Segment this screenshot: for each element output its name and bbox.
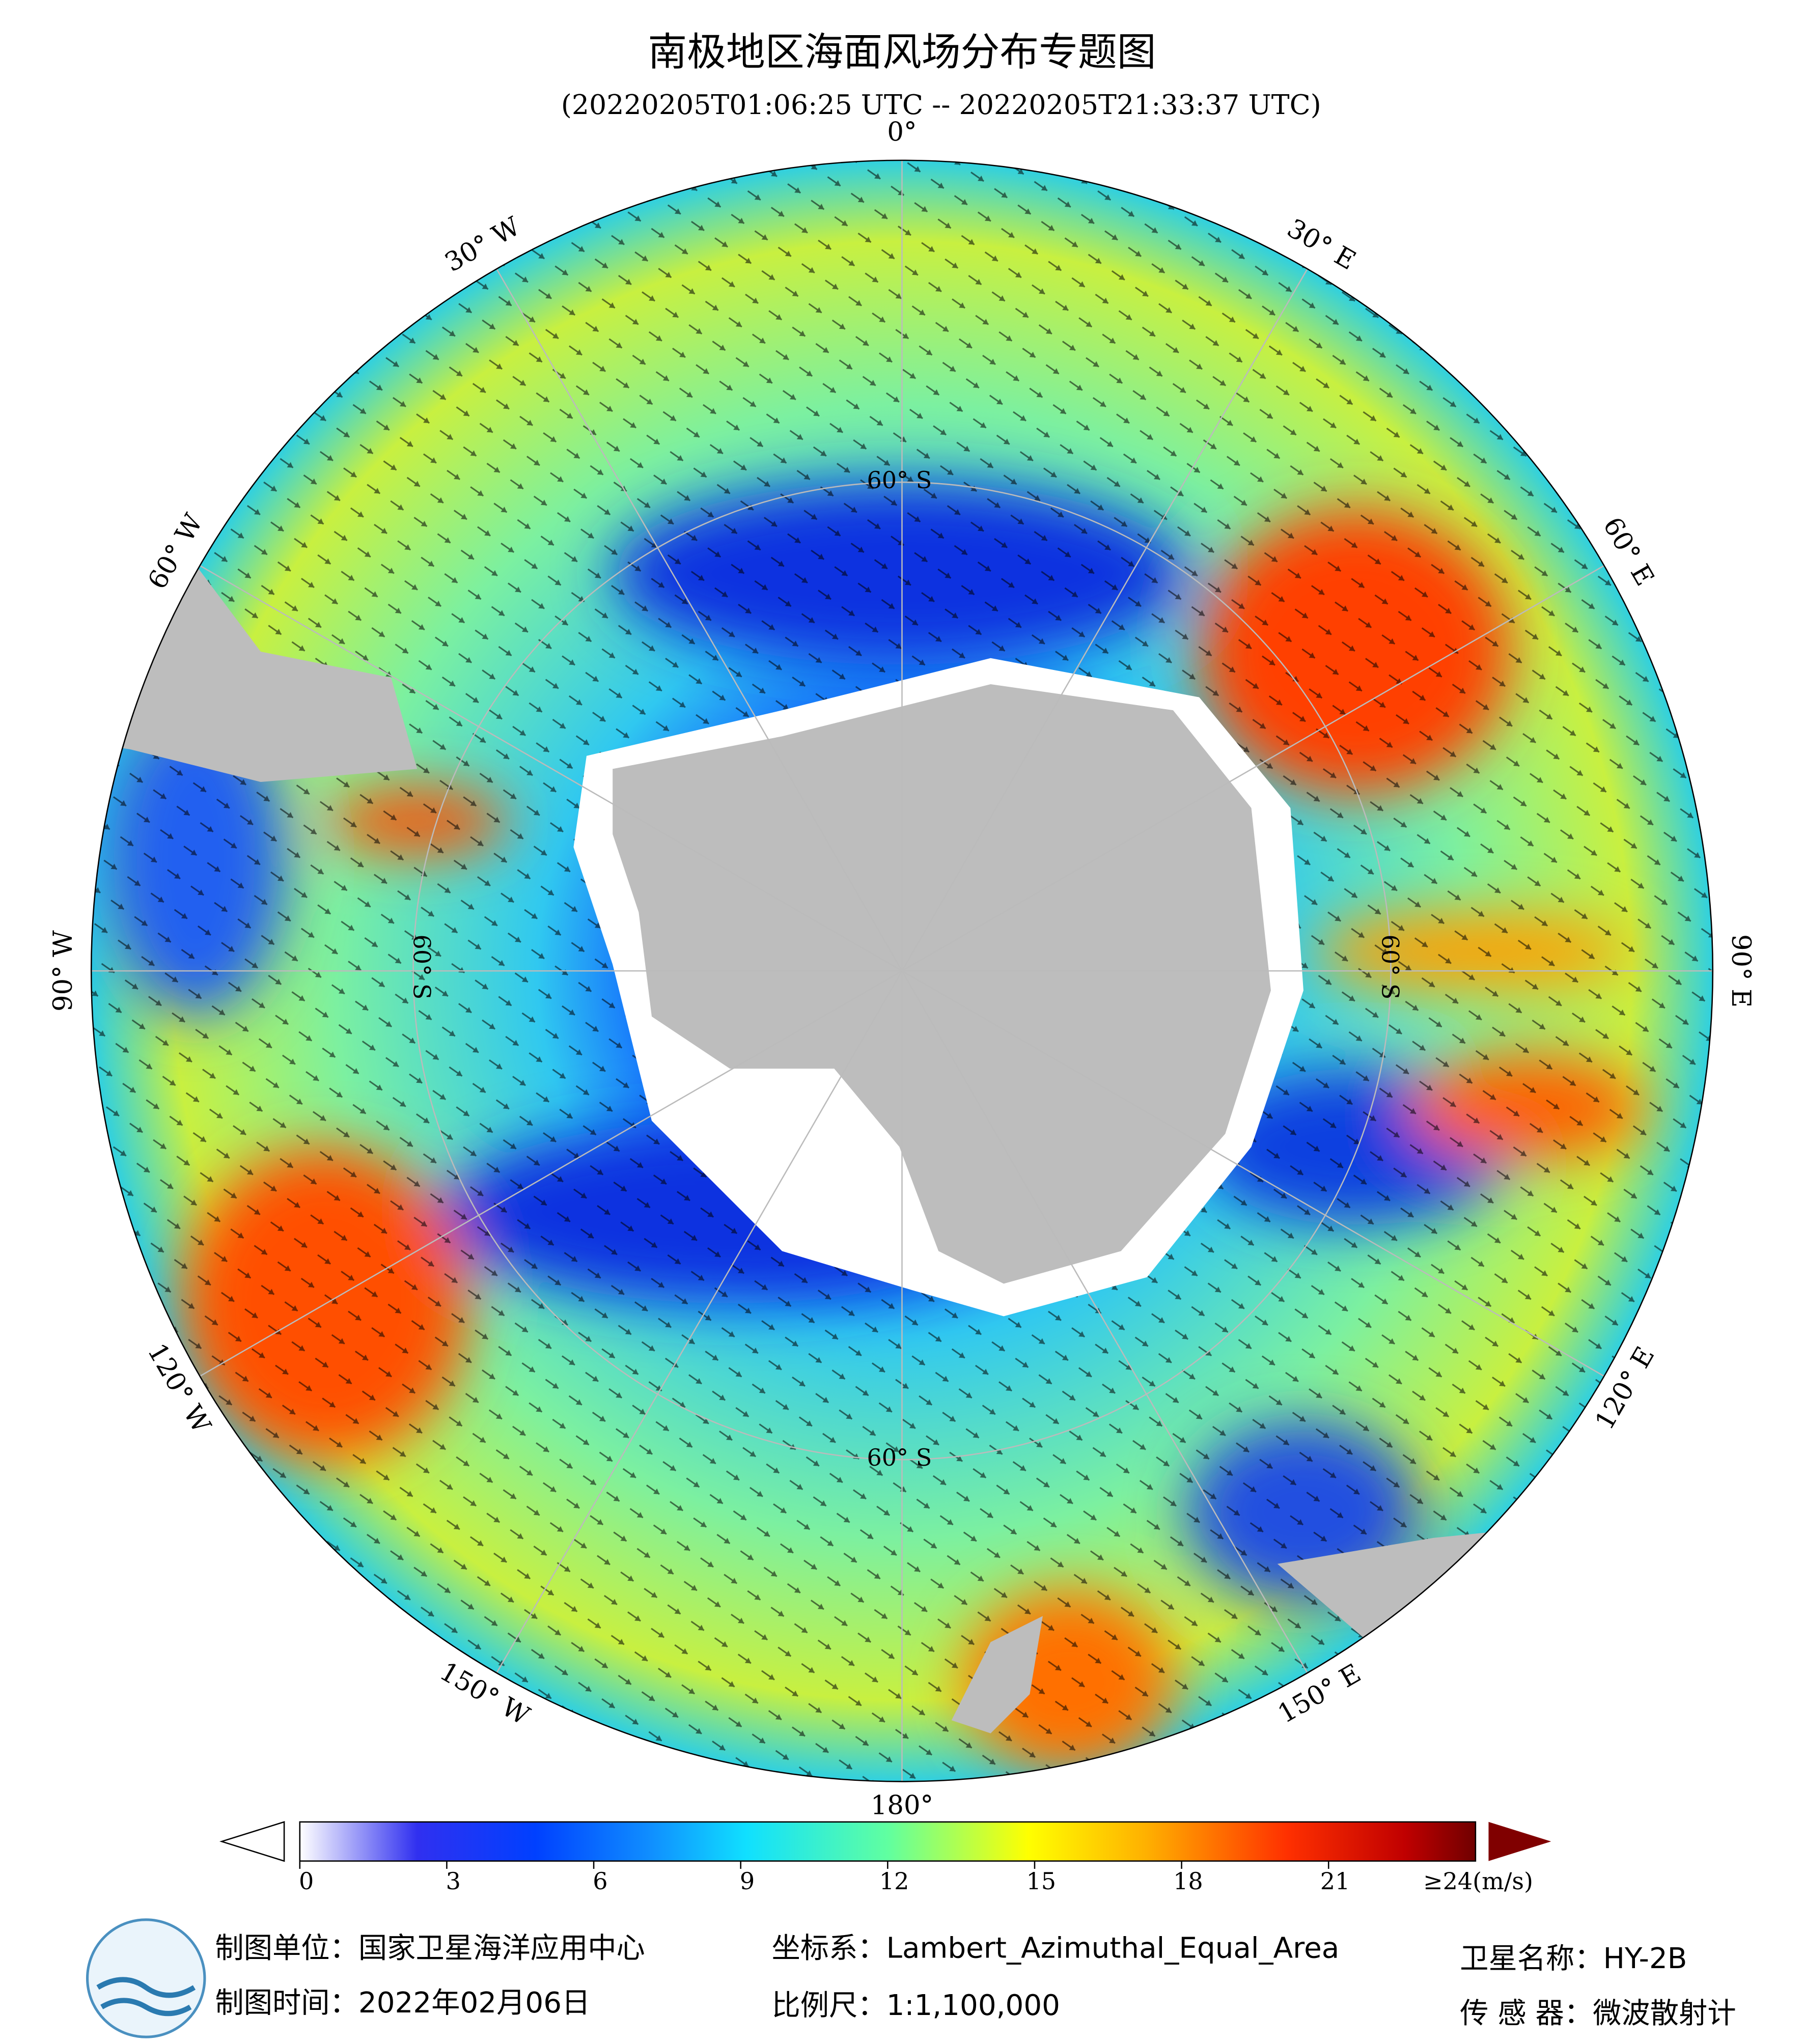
- meridian: [199, 565, 903, 972]
- meridian: [901, 268, 1308, 971]
- footer-date: 制图时间：2022年02月06日: [215, 1986, 590, 2020]
- colorbar-tick-label: 3: [446, 1867, 461, 1895]
- longitude-label: 90° W: [48, 930, 78, 1012]
- latitude-label: 60° S: [408, 935, 435, 1000]
- colorbar-tick-label: 9: [740, 1867, 755, 1895]
- colorbar-tick-label: 15: [1026, 1867, 1056, 1895]
- longitude-label: 90° E: [1726, 934, 1756, 1007]
- colorbar-max-label: ≥24(m/s): [1423, 1867, 1533, 1895]
- latitude-label: 60° S: [867, 466, 932, 494]
- meridian: [901, 565, 1605, 972]
- longitude-label: 0°: [887, 117, 917, 148]
- meridian: [496, 268, 903, 971]
- meridian: [199, 970, 903, 1377]
- colorbar-tick-label: 6: [593, 1867, 607, 1895]
- colorbar: [219, 1821, 1551, 1862]
- meridian: [901, 970, 1308, 1673]
- longitude-label: 180°: [871, 1790, 933, 1821]
- wind-field: [91, 160, 1713, 1782]
- meridian: [901, 970, 1605, 1377]
- map-border: [90, 159, 1714, 1782]
- antarctica: [613, 684, 1271, 1284]
- colorbar-tick-label: 21: [1320, 1867, 1350, 1895]
- latitude-label: 60° S: [1376, 935, 1404, 1000]
- subtitle: (20220205T01:06:25 UTC -- 20220205T21:33…: [561, 89, 1321, 121]
- colorbar-tick-label: 18: [1173, 1867, 1203, 1895]
- parallel: [412, 481, 1392, 1461]
- meridian: [496, 970, 903, 1673]
- logo: [86, 1918, 206, 2038]
- title: 南极地区海面风场分布专题图: [648, 30, 1156, 75]
- footer-crs: 坐标系：Lambert_Azimuthal_Equal_Area: [772, 1931, 1340, 1965]
- colorbar-tick-label: 0: [299, 1867, 314, 1895]
- footer-satellite: 卫星名称：HY-2B: [1460, 1942, 1687, 1975]
- latitude-label: 60° S: [867, 1444, 932, 1471]
- colorbar-tick-label: 12: [879, 1867, 909, 1895]
- footer-unit: 制图单位：国家卫星海洋应用中心: [215, 1931, 645, 1965]
- footer-scale: 比例尺：1:1,100,000: [772, 1989, 1061, 2022]
- footer-sensor: 传 感 器：微波散射计: [1460, 1997, 1736, 2030]
